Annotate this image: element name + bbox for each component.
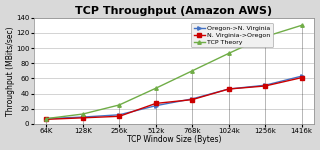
Oregon->N. Virginia xyxy=(190,98,194,100)
TCP Theory xyxy=(154,87,158,89)
Line: TCP Theory: TCP Theory xyxy=(45,24,303,120)
N. Virginia->Oregon xyxy=(117,115,121,117)
Title: TCP Throughput (Amazon AWS): TCP Throughput (Amazon AWS) xyxy=(76,6,273,16)
Oregon->N. Virginia xyxy=(81,116,85,118)
TCP Theory xyxy=(190,70,194,72)
Oregon->N. Virginia xyxy=(227,88,231,90)
N. Virginia->Oregon xyxy=(227,88,231,90)
N. Virginia->Oregon xyxy=(190,99,194,100)
TCP Theory xyxy=(227,52,231,54)
N. Virginia->Oregon xyxy=(300,77,304,79)
N. Virginia->Oregon xyxy=(263,85,267,87)
TCP Theory xyxy=(300,24,304,26)
X-axis label: TCP Window Size (Bytes): TCP Window Size (Bytes) xyxy=(127,135,221,144)
Legend: Oregon->N. Virginia, N. Virginia->Oregon, TCP Theory: Oregon->N. Virginia, N. Virginia->Oregon… xyxy=(191,23,273,47)
N. Virginia->Oregon xyxy=(44,118,48,120)
N. Virginia->Oregon xyxy=(154,102,158,104)
Oregon->N. Virginia xyxy=(44,118,48,120)
Oregon->N. Virginia xyxy=(117,114,121,116)
TCP Theory xyxy=(117,104,121,106)
Oregon->N. Virginia xyxy=(300,75,304,77)
Y-axis label: Throughput (MBits/sec): Throughput (MBits/sec) xyxy=(5,26,14,116)
Line: Oregon->N. Virginia: Oregon->N. Virginia xyxy=(45,74,303,120)
Line: N. Virginia->Oregon: N. Virginia->Oregon xyxy=(45,76,303,121)
TCP Theory xyxy=(263,36,267,38)
Oregon->N. Virginia xyxy=(154,105,158,107)
N. Virginia->Oregon xyxy=(81,117,85,119)
Oregon->N. Virginia xyxy=(263,84,267,86)
TCP Theory xyxy=(81,113,85,115)
TCP Theory xyxy=(44,118,48,120)
